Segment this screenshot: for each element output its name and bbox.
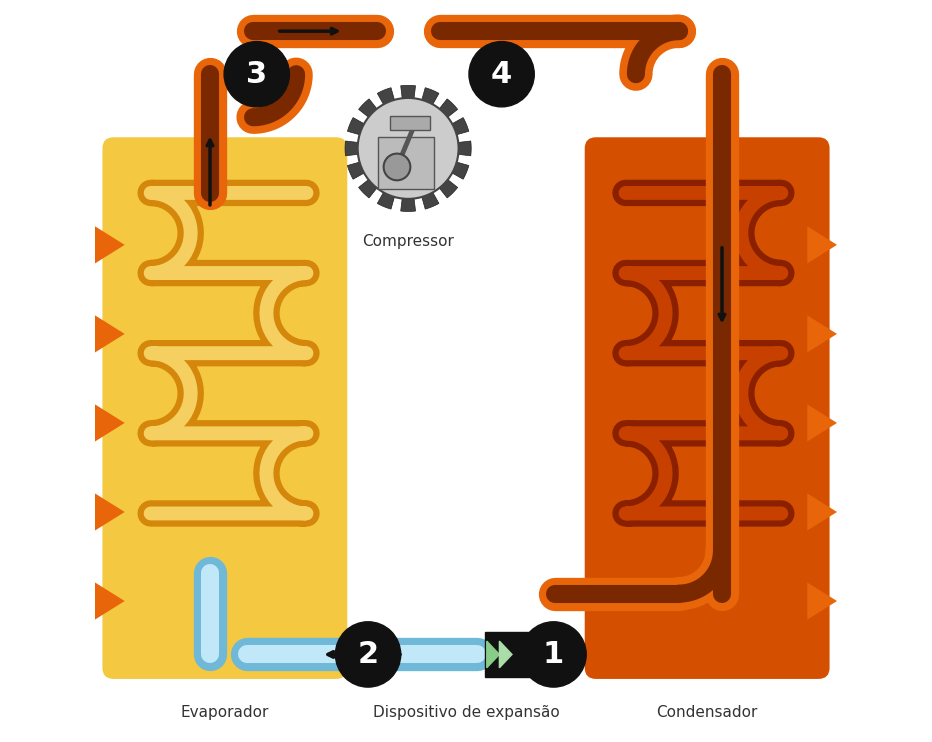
Circle shape <box>224 42 290 107</box>
FancyBboxPatch shape <box>103 137 348 679</box>
Text: 3: 3 <box>246 59 267 89</box>
Bar <box>485 632 544 677</box>
Circle shape <box>384 154 410 180</box>
Polygon shape <box>807 582 837 620</box>
Circle shape <box>336 622 401 687</box>
Polygon shape <box>345 141 358 156</box>
Polygon shape <box>452 117 469 135</box>
Polygon shape <box>377 88 394 105</box>
Text: 4: 4 <box>491 59 513 89</box>
Polygon shape <box>95 582 125 620</box>
Text: Condensador: Condensador <box>656 705 758 720</box>
Polygon shape <box>439 99 458 117</box>
Polygon shape <box>807 315 837 352</box>
Bar <box>378 137 434 189</box>
Polygon shape <box>422 88 439 105</box>
Polygon shape <box>95 404 125 441</box>
FancyBboxPatch shape <box>584 137 829 679</box>
Polygon shape <box>459 141 472 156</box>
Polygon shape <box>807 493 837 531</box>
Polygon shape <box>422 192 439 209</box>
Circle shape <box>358 98 459 199</box>
Polygon shape <box>377 192 394 209</box>
Text: Compressor: Compressor <box>363 234 454 249</box>
Polygon shape <box>348 162 364 180</box>
Polygon shape <box>807 404 837 441</box>
Text: Dispositivo de expansão: Dispositivo de expansão <box>373 705 559 720</box>
Circle shape <box>521 622 586 687</box>
Polygon shape <box>401 85 416 98</box>
Polygon shape <box>807 226 837 263</box>
Polygon shape <box>359 180 377 198</box>
Text: Evaporador: Evaporador <box>181 705 269 720</box>
Polygon shape <box>95 493 125 531</box>
Bar <box>390 116 431 130</box>
Circle shape <box>469 42 534 107</box>
Polygon shape <box>452 162 469 180</box>
Polygon shape <box>487 641 500 668</box>
Polygon shape <box>401 199 416 211</box>
Polygon shape <box>439 180 458 198</box>
Polygon shape <box>500 641 512 668</box>
Polygon shape <box>95 315 125 352</box>
Text: 2: 2 <box>358 640 378 669</box>
Polygon shape <box>359 99 377 117</box>
Polygon shape <box>95 226 125 263</box>
Polygon shape <box>348 117 364 135</box>
Text: 1: 1 <box>543 640 564 669</box>
